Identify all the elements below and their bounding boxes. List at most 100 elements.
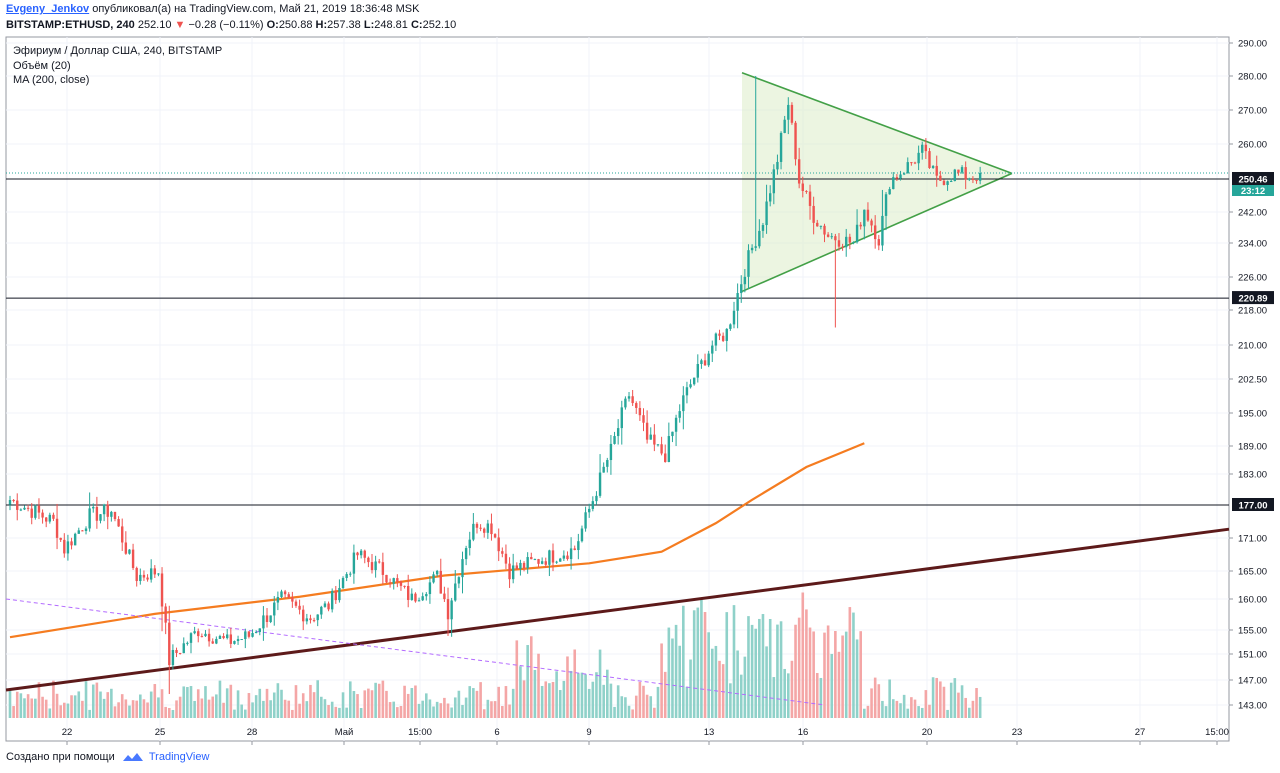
candle: [417, 597, 421, 602]
volume-bar: [863, 708, 866, 718]
candle-body: [55, 518, 59, 538]
candle: [388, 578, 392, 588]
candle: [765, 184, 768, 234]
candle: [175, 647, 178, 658]
tradingview-link[interactable]: TradingView: [148, 751, 210, 763]
candle-body: [606, 460, 609, 467]
candle: [218, 634, 222, 639]
candle: [656, 444, 660, 447]
candle-body: [689, 384, 692, 388]
candle: [291, 591, 294, 608]
volume-bar: [823, 632, 826, 718]
volume-bar: [12, 706, 15, 718]
candle: [790, 102, 794, 125]
volume-bar: [511, 688, 515, 718]
y-tick-label: 202.50: [1238, 375, 1267, 386]
volume-bar: [710, 648, 714, 718]
candle: [265, 608, 269, 628]
candle-body: [504, 553, 508, 564]
candle-body: [92, 506, 95, 509]
candle-body: [276, 596, 280, 603]
volume-bar: [656, 686, 660, 718]
candle: [262, 606, 265, 641]
candle-body: [490, 523, 493, 535]
volume-bar: [667, 627, 671, 718]
candle: [653, 424, 656, 452]
candle: [280, 589, 283, 599]
volume-bar: [743, 656, 747, 718]
volume-bar: [435, 701, 439, 718]
candle: [113, 511, 117, 522]
volume-bar: [591, 681, 595, 718]
candle-body: [569, 548, 573, 560]
candle-body: [718, 333, 721, 336]
candle: [899, 170, 902, 181]
volume-bar: [34, 698, 37, 718]
volume-bar: [482, 709, 486, 718]
candle: [309, 614, 312, 624]
candle-body: [555, 561, 558, 563]
candle-body: [667, 436, 671, 463]
candle-body: [602, 466, 605, 473]
candle: [537, 558, 540, 568]
candle-body: [978, 172, 982, 181]
volume-bar: [142, 699, 146, 718]
candle: [490, 513, 493, 541]
candle: [146, 574, 149, 582]
candle-body: [519, 562, 522, 570]
candle-body: [334, 590, 337, 601]
volume-bar: [95, 682, 99, 718]
volume-bar: [787, 673, 790, 718]
volume-bar: [631, 709, 634, 718]
candle-body: [338, 587, 341, 601]
volume-bar: [888, 679, 891, 718]
y-tick-label: 226.00: [1238, 273, 1267, 284]
volume-bar: [186, 687, 189, 718]
close-label: C:: [410, 19, 423, 31]
triangle-lower-line: [741, 172, 1013, 293]
candle-body: [511, 565, 515, 580]
candle: [624, 396, 627, 410]
volume-bar: [99, 691, 102, 718]
volume-bar: [334, 706, 338, 718]
x-tick-label: Май: [335, 727, 354, 738]
candle: [461, 551, 464, 594]
volume-bar: [953, 678, 957, 718]
candle: [370, 553, 374, 574]
candle: [439, 558, 442, 594]
volume-bar: [772, 677, 776, 718]
volume-bar: [815, 673, 819, 718]
candle-body: [971, 178, 975, 181]
candle: [519, 559, 522, 576]
candle-body: [95, 506, 99, 521]
candle-body: [826, 234, 830, 237]
volume-bar: [598, 649, 602, 718]
volume-bar: [66, 703, 70, 718]
legend-title: Эфириум / Доллар США, 240, BITSTAMP: [13, 45, 223, 57]
candle-body: [128, 549, 131, 554]
candle: [870, 218, 873, 233]
volume-bar: [330, 701, 334, 718]
candle: [468, 531, 471, 556]
candle-body: [352, 552, 356, 574]
candle: [486, 519, 490, 539]
candle-body: [428, 582, 432, 595]
volume-bar: [348, 681, 352, 718]
candle-body: [700, 360, 703, 365]
candle: [649, 427, 652, 440]
candle-body: [754, 246, 757, 248]
candle: [931, 165, 935, 169]
candle-body: [924, 144, 928, 152]
volume-bar: [537, 653, 540, 718]
candle: [631, 389, 634, 406]
volume-bar: [453, 697, 457, 718]
volume-bar: [406, 693, 410, 718]
ma200-line: [9, 442, 865, 639]
volume-bar: [309, 684, 312, 718]
candle: [330, 588, 334, 613]
volume-bar: [211, 696, 215, 718]
candle-body: [671, 431, 674, 437]
candle-body: [888, 189, 891, 195]
author-link[interactable]: Evgeny_Jenkov: [6, 3, 90, 15]
